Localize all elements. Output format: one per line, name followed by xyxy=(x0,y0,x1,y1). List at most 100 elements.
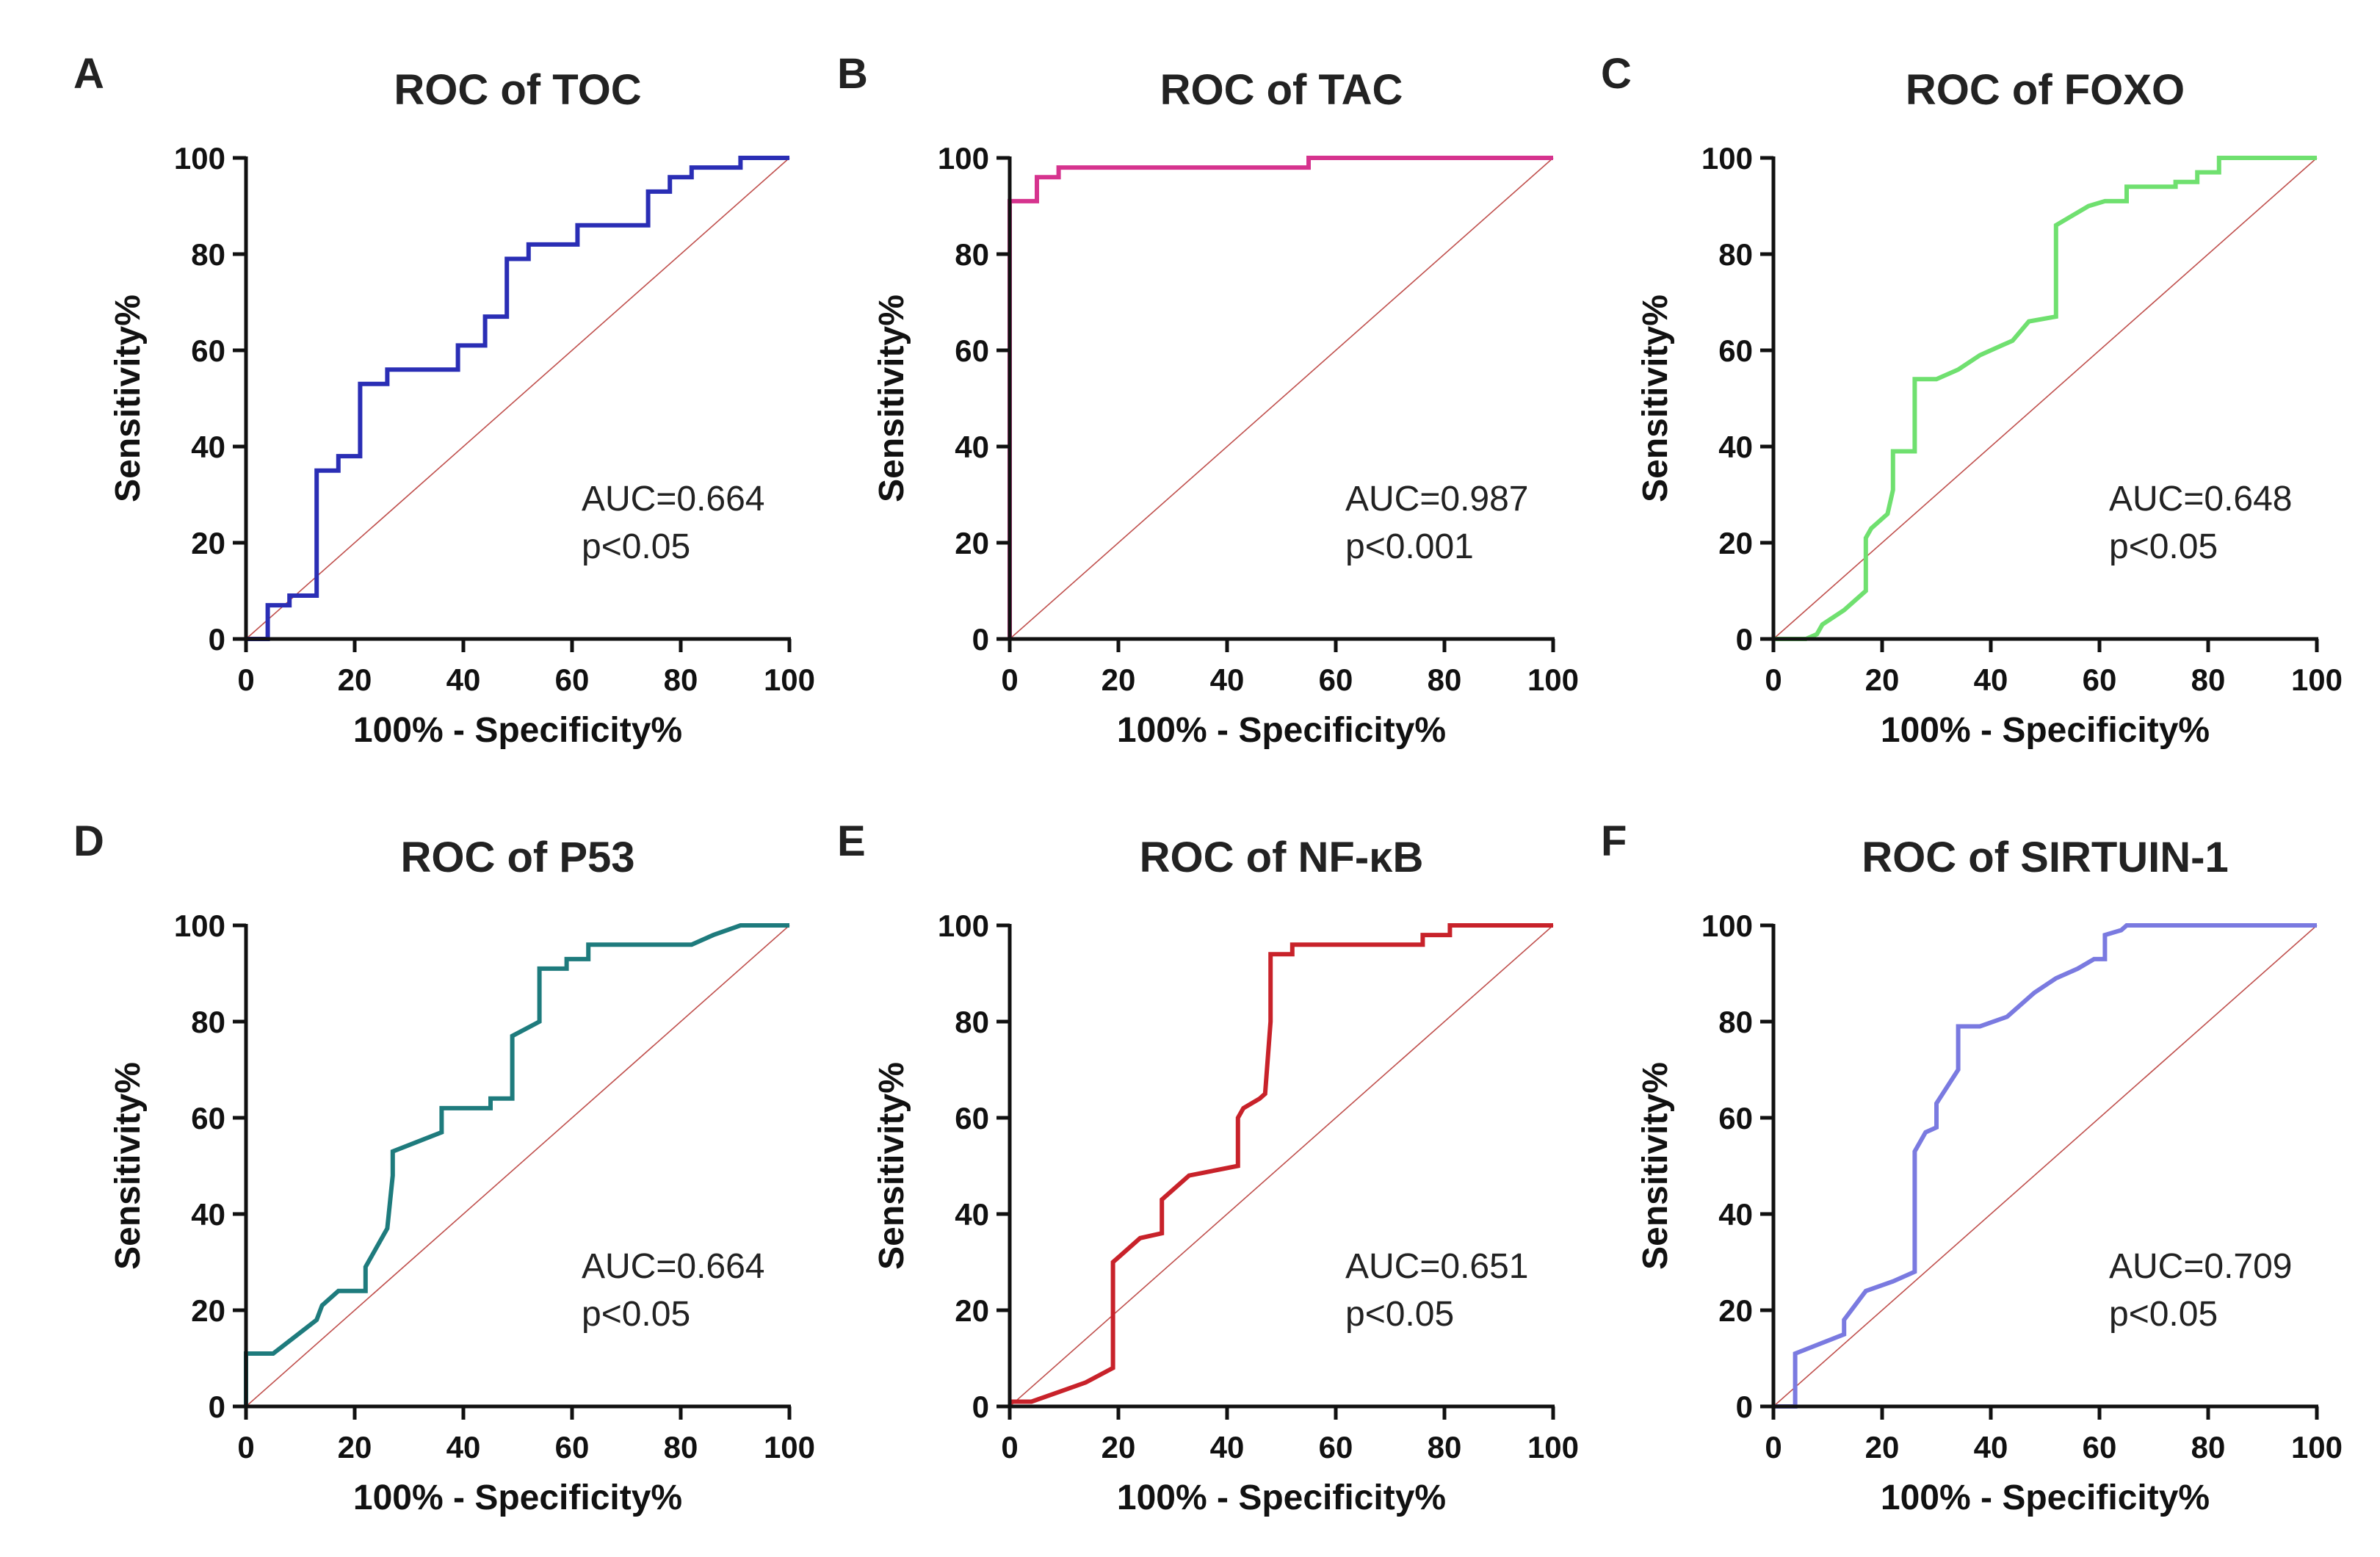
auc-label: AUC=0.987 xyxy=(1345,480,1529,519)
p-value-label: p<0.05 xyxy=(582,1295,690,1334)
y-tick-label: 80 xyxy=(955,1005,989,1039)
x-tick-label: 60 xyxy=(2083,662,2117,697)
y-axis-title: Sensitivity% xyxy=(1636,1062,1675,1270)
x-tick-label: 100 xyxy=(2291,1430,2343,1464)
y-tick-label: 60 xyxy=(191,333,225,368)
y-tick-label: 60 xyxy=(955,333,989,368)
y-axis-title: Sensitivity% xyxy=(872,295,911,502)
y-tick-label: 80 xyxy=(1718,1005,1753,1039)
reference-diagonal xyxy=(1773,157,2318,640)
panel-letter: C xyxy=(1601,50,1632,98)
x-tick-label: 20 xyxy=(338,1430,372,1464)
y-tick-label: 20 xyxy=(1718,526,1753,560)
chart-title: ROC of TOC xyxy=(394,66,641,114)
panel-letter: B xyxy=(837,50,868,98)
panel-letter: A xyxy=(73,50,104,98)
y-tick-label: 0 xyxy=(1736,622,1753,657)
auc-label: AUC=0.664 xyxy=(582,480,765,519)
x-tick-label: 0 xyxy=(1001,662,1018,697)
y-tick-label: 40 xyxy=(955,1197,989,1232)
y-tick-label: 60 xyxy=(955,1101,989,1135)
roc-panel-b: B ROC of TAC 0 20 40 60 80 100 0 20 40 60 80 100 100% … xyxy=(793,22,1586,786)
x-tick-label: 60 xyxy=(2083,1430,2117,1464)
roc-chart-d: D ROC of P53 0 20 40 60 80 100 0 20 40 60 80 100 100% … xyxy=(73,817,815,1517)
x-tick-label: 100 xyxy=(1527,1430,1579,1464)
x-tick-label: 60 xyxy=(1319,1430,1353,1464)
y-axis-title: Sensitivity% xyxy=(109,1062,148,1270)
roc-panel-c: C ROC of FOXO 0 20 40 60 80 100 0 20 40 60 80 100 100%… xyxy=(1557,22,2350,786)
y-tick-label: 0 xyxy=(972,1390,989,1424)
y-tick-label: 80 xyxy=(191,237,225,272)
auc-label: AUC=0.709 xyxy=(2109,1247,2293,1286)
x-tick-label: 20 xyxy=(1102,1430,1136,1464)
x-tick-label: 20 xyxy=(1102,662,1136,697)
chart-title: ROC of NF-κB xyxy=(1140,834,1424,881)
panel-letter: D xyxy=(73,817,104,865)
x-axis-title: 100% - Specificity% xyxy=(1117,1478,1446,1517)
x-axis-title: 100% - Specificity% xyxy=(1881,711,2210,750)
x-tick-label: 20 xyxy=(1865,662,1900,697)
roc-curve-line xyxy=(244,923,789,1406)
roc-chart-b: B ROC of TAC 0 20 40 60 80 100 0 20 40 60 80 100 100% … xyxy=(837,50,1579,750)
y-tick-label: 100 xyxy=(174,141,225,176)
y-tick-label: 40 xyxy=(955,430,989,464)
x-tick-label: 20 xyxy=(1865,1430,1900,1464)
y-tick-label: 20 xyxy=(191,1293,225,1328)
x-tick-label: 100 xyxy=(764,662,815,697)
roc-chart-f: F ROC of SIRTUIN-1 0 20 40 60 80 100 0 20 40 60 80 10… xyxy=(1601,817,2343,1517)
y-axis-title: Sensitivity% xyxy=(872,1062,911,1270)
x-tick-label: 100 xyxy=(764,1430,815,1464)
y-tick-label: 80 xyxy=(191,1005,225,1039)
chart-title: ROC of P53 xyxy=(400,834,634,881)
x-tick-label: 80 xyxy=(664,662,698,697)
roc-chart-e: E ROC of NF-κB 0 20 40 60 80 100 0 20 40 60 80 100 100… xyxy=(837,817,1579,1517)
p-value-label: p<0.05 xyxy=(2109,527,2218,566)
auc-label: AUC=0.664 xyxy=(582,1247,765,1286)
p-value-label: p<0.001 xyxy=(1345,527,1474,566)
y-tick-label: 60 xyxy=(1718,333,1753,368)
reference-diagonal xyxy=(245,925,790,1407)
x-tick-label: 0 xyxy=(1001,1430,1018,1464)
x-tick-label: 40 xyxy=(446,662,481,697)
p-value-label: p<0.05 xyxy=(2109,1295,2218,1334)
x-tick-label: 60 xyxy=(1319,662,1353,697)
p-value-label: p<0.05 xyxy=(1345,1295,1454,1334)
reference-diagonal xyxy=(1009,157,1554,640)
y-tick-label: 100 xyxy=(1701,141,1753,176)
y-tick-label: 60 xyxy=(191,1101,225,1135)
y-tick-label: 100 xyxy=(1701,908,1753,943)
y-tick-label: 20 xyxy=(1718,1293,1753,1328)
x-axis-title: 100% - Specificity% xyxy=(353,711,682,750)
y-tick-label: 0 xyxy=(1736,1390,1753,1424)
y-tick-label: 100 xyxy=(938,908,989,943)
roc-panel-d: D ROC of P53 0 20 40 60 80 100 0 20 40 60 80 100 100% … xyxy=(29,790,822,1553)
chart-title: ROC of TAC xyxy=(1160,66,1403,114)
y-tick-label: 40 xyxy=(1718,430,1753,464)
y-tick-label: 20 xyxy=(955,526,989,560)
x-tick-label: 0 xyxy=(1765,1430,1782,1464)
p-value-label: p<0.05 xyxy=(582,527,690,566)
x-tick-label: 80 xyxy=(664,1430,698,1464)
x-tick-label: 0 xyxy=(237,1430,254,1464)
y-axis-title: Sensitivity% xyxy=(109,295,148,502)
roc-panel-a: A ROC of TOC 0 20 40 60 80 100 0 20 40 60 80 100 100% … xyxy=(29,22,822,786)
y-tick-label: 20 xyxy=(191,526,225,560)
y-tick-label: 40 xyxy=(191,1197,225,1232)
x-tick-label: 40 xyxy=(1974,662,2008,697)
x-tick-label: 40 xyxy=(1974,1430,2008,1464)
y-tick-label: 20 xyxy=(955,1293,989,1328)
x-tick-label: 80 xyxy=(2191,1430,2226,1464)
roc-chart-a: A ROC of TOC 0 20 40 60 80 100 0 20 40 60 80 100 100% … xyxy=(73,50,815,750)
chart-title: ROC of FOXO xyxy=(1906,66,2185,114)
y-tick-label: 80 xyxy=(1718,237,1753,272)
x-tick-label: 40 xyxy=(446,1430,481,1464)
roc-curve-line xyxy=(1008,156,1553,639)
y-tick-label: 40 xyxy=(191,430,225,464)
y-tick-label: 0 xyxy=(972,622,989,657)
x-tick-label: 80 xyxy=(1428,1430,1462,1464)
x-tick-label: 60 xyxy=(555,662,590,697)
y-axis-title: Sensitivity% xyxy=(1636,295,1675,502)
x-axis-title: 100% - Specificity% xyxy=(1117,711,1446,750)
y-tick-label: 60 xyxy=(1718,1101,1753,1135)
roc-chart-c: C ROC of FOXO 0 20 40 60 80 100 0 20 40 60 80 100 100%… xyxy=(1601,50,2343,750)
